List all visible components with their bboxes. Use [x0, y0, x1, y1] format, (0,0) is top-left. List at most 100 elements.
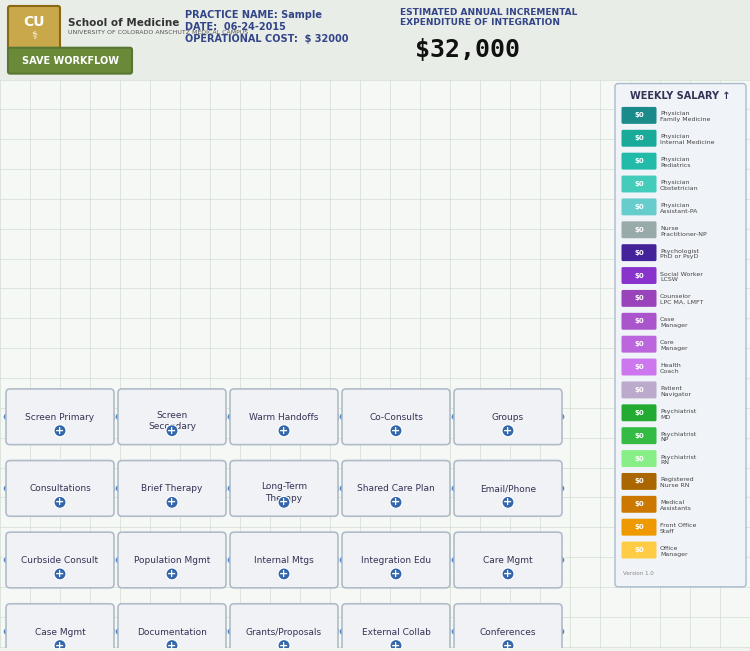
Ellipse shape — [389, 460, 403, 469]
FancyBboxPatch shape — [622, 176, 656, 193]
Ellipse shape — [389, 507, 403, 518]
Text: Psychiatrist
NP: Psychiatrist NP — [660, 432, 696, 443]
FancyBboxPatch shape — [6, 460, 114, 516]
Text: Screen Primary: Screen Primary — [26, 413, 94, 422]
Text: $0: $0 — [634, 547, 644, 553]
Ellipse shape — [103, 412, 117, 422]
FancyBboxPatch shape — [0, 79, 750, 648]
Ellipse shape — [115, 555, 129, 565]
Text: Medical
Assistants: Medical Assistants — [660, 501, 692, 511]
FancyBboxPatch shape — [622, 542, 656, 559]
Text: +: + — [56, 426, 64, 436]
FancyBboxPatch shape — [342, 532, 450, 588]
Text: +: + — [167, 497, 177, 507]
Ellipse shape — [53, 603, 67, 613]
FancyBboxPatch shape — [622, 450, 656, 467]
Text: Case Mgmt: Case Mgmt — [34, 628, 86, 637]
Text: Physician
Internal Medicine: Physician Internal Medicine — [660, 134, 715, 145]
Circle shape — [390, 639, 402, 651]
Ellipse shape — [277, 603, 291, 613]
FancyBboxPatch shape — [622, 221, 656, 238]
Text: $0: $0 — [634, 296, 644, 301]
Ellipse shape — [551, 412, 565, 422]
Ellipse shape — [327, 555, 341, 565]
Text: School of Medicine: School of Medicine — [68, 18, 179, 28]
Circle shape — [166, 496, 178, 508]
FancyBboxPatch shape — [8, 6, 60, 51]
FancyBboxPatch shape — [8, 48, 132, 74]
Ellipse shape — [551, 555, 565, 565]
Circle shape — [54, 639, 66, 651]
Circle shape — [166, 639, 178, 651]
Ellipse shape — [277, 531, 291, 541]
Ellipse shape — [277, 579, 291, 589]
FancyBboxPatch shape — [622, 130, 656, 146]
Text: Counselor
LPC MA, LMFT: Counselor LPC MA, LMFT — [660, 294, 704, 305]
Text: $0: $0 — [634, 249, 644, 256]
Text: $0: $0 — [634, 227, 644, 233]
Ellipse shape — [439, 412, 453, 422]
Text: Case
Manager: Case Manager — [660, 317, 688, 328]
FancyBboxPatch shape — [622, 313, 656, 330]
Text: Grants/Proposals: Grants/Proposals — [246, 628, 322, 637]
Ellipse shape — [551, 627, 565, 637]
Text: +: + — [392, 426, 400, 436]
Text: $0: $0 — [634, 478, 644, 484]
Ellipse shape — [277, 507, 291, 518]
Text: Registered
Nurse RN: Registered Nurse RN — [660, 477, 694, 488]
Text: Physician
Obstetrician: Physician Obstetrician — [660, 180, 699, 191]
Text: $0: $0 — [634, 456, 644, 462]
Ellipse shape — [215, 412, 229, 422]
FancyBboxPatch shape — [622, 404, 656, 421]
Circle shape — [278, 568, 290, 580]
Ellipse shape — [165, 460, 179, 469]
FancyBboxPatch shape — [118, 389, 226, 445]
Ellipse shape — [215, 627, 229, 637]
Text: Care
Manager: Care Manager — [660, 340, 688, 351]
Ellipse shape — [115, 627, 129, 637]
Text: Social Worker
LCSW: Social Worker LCSW — [660, 271, 703, 283]
Text: Conferences: Conferences — [480, 628, 536, 637]
Text: PRACTICE NAME: Sample: PRACTICE NAME: Sample — [185, 10, 322, 20]
Ellipse shape — [3, 484, 17, 493]
FancyBboxPatch shape — [0, 0, 750, 79]
Circle shape — [278, 639, 290, 651]
Ellipse shape — [103, 484, 117, 493]
Circle shape — [278, 424, 290, 437]
Text: +: + — [279, 641, 289, 650]
Text: $0: $0 — [634, 158, 644, 164]
Circle shape — [390, 496, 402, 508]
Ellipse shape — [451, 412, 465, 422]
Ellipse shape — [277, 388, 291, 398]
FancyBboxPatch shape — [6, 389, 114, 445]
Circle shape — [502, 639, 514, 651]
Ellipse shape — [227, 484, 241, 493]
Text: Groups: Groups — [492, 413, 524, 422]
Text: +: + — [279, 569, 289, 579]
Text: $0: $0 — [634, 387, 644, 393]
Circle shape — [166, 568, 178, 580]
Ellipse shape — [327, 484, 341, 493]
Text: +: + — [279, 426, 289, 436]
FancyBboxPatch shape — [342, 389, 450, 445]
Ellipse shape — [53, 436, 67, 446]
Ellipse shape — [439, 555, 453, 565]
Ellipse shape — [389, 388, 403, 398]
Text: +: + — [392, 569, 400, 579]
Ellipse shape — [501, 603, 515, 613]
Text: Co-Consults: Co-Consults — [369, 413, 423, 422]
Ellipse shape — [53, 531, 67, 541]
Ellipse shape — [339, 555, 353, 565]
Text: $0: $0 — [634, 409, 644, 416]
Text: Patient
Navigator: Patient Navigator — [660, 386, 691, 396]
FancyBboxPatch shape — [622, 359, 656, 376]
Ellipse shape — [389, 579, 403, 589]
Ellipse shape — [215, 555, 229, 565]
Text: Screen
Secondary: Screen Secondary — [148, 411, 196, 431]
Ellipse shape — [339, 627, 353, 637]
Text: Physician
Family Medicine: Physician Family Medicine — [660, 111, 710, 122]
FancyBboxPatch shape — [230, 532, 338, 588]
Text: DATE:  06-24-2015: DATE: 06-24-2015 — [185, 22, 286, 32]
Text: +: + — [503, 641, 513, 650]
Ellipse shape — [227, 555, 241, 565]
